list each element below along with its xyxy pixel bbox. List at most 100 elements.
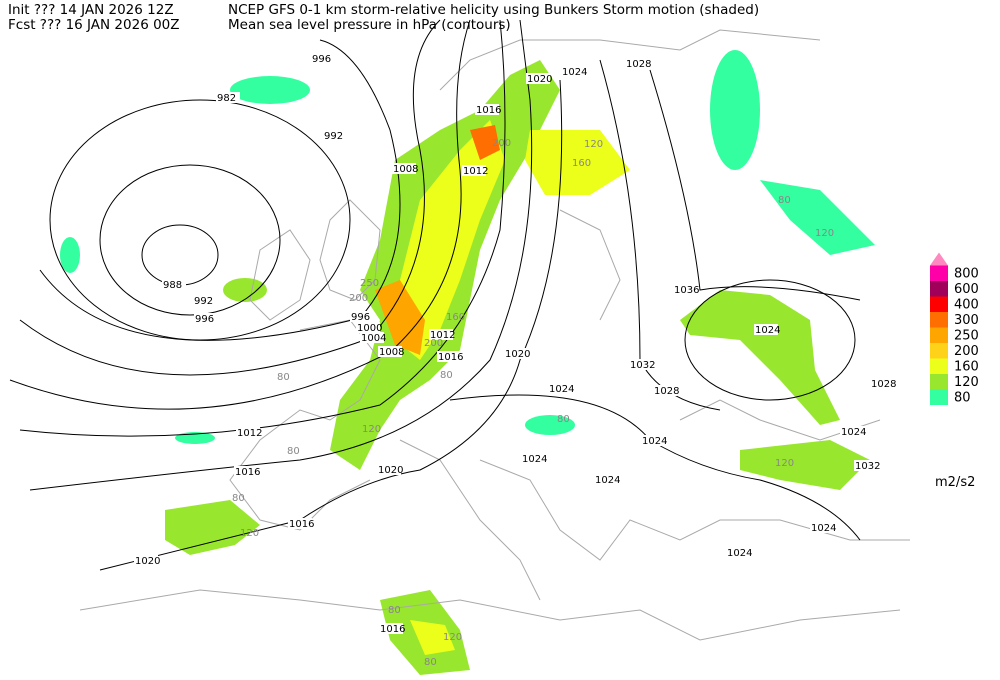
legend-swatch xyxy=(930,343,948,359)
shade-region xyxy=(525,415,575,435)
legend-label: 200 xyxy=(954,344,979,359)
shade-label: 200 xyxy=(424,338,443,349)
contour-label: 1016 xyxy=(380,624,405,635)
contour-label-bg xyxy=(462,165,486,176)
helicity-shading xyxy=(60,50,875,675)
coastline xyxy=(559,209,621,321)
shade-label: 120 xyxy=(362,424,381,435)
isobar xyxy=(19,19,441,376)
legend-swatch xyxy=(930,374,948,390)
map-subtitle: Mean sea level pressure in hPa (contours… xyxy=(228,17,511,33)
shade-region xyxy=(680,290,840,425)
shade-label: 120 xyxy=(775,458,794,469)
shade-region xyxy=(223,278,267,302)
legend-swatch xyxy=(930,327,948,343)
contour-label: 1012 xyxy=(237,428,262,439)
shade-region xyxy=(375,280,425,355)
contour-label: 1024 xyxy=(755,325,780,336)
contour-label: 996 xyxy=(351,312,370,323)
contour-label-bg xyxy=(625,58,649,69)
contour-label: 1024 xyxy=(841,427,866,438)
contour-label-bg xyxy=(653,385,677,396)
legend-swatch xyxy=(930,389,948,405)
contour-label: 992 xyxy=(324,131,343,142)
shade-label: 80 xyxy=(277,372,290,383)
contour-label: 1024 xyxy=(549,384,574,395)
contour-label-bg xyxy=(288,518,312,529)
isobar xyxy=(99,79,563,571)
shade-region xyxy=(710,50,760,170)
legend-label: 400 xyxy=(954,298,979,313)
contour-label: 1024 xyxy=(522,454,547,465)
shade-region xyxy=(525,130,630,195)
contour-label: 1016 xyxy=(438,352,463,363)
isobar xyxy=(19,19,506,437)
contour-label-bg xyxy=(356,322,380,333)
shade-label: 120 xyxy=(815,228,834,239)
contour-label: 1020 xyxy=(378,465,403,476)
contour-label: 1004 xyxy=(361,333,386,344)
shade-label: 80 xyxy=(424,657,437,668)
contour-label-bg xyxy=(854,460,878,471)
isobars xyxy=(9,19,861,571)
isobar xyxy=(649,69,861,301)
shade-region xyxy=(60,237,80,273)
shade-label: 160 xyxy=(446,312,465,323)
contour-label: 996 xyxy=(195,314,214,325)
contour-label-bg xyxy=(475,104,499,115)
contour-label-bg xyxy=(548,383,572,394)
contour-label: 1016 xyxy=(289,519,314,530)
contour-label: 1024 xyxy=(727,548,752,559)
shade-label: 80 xyxy=(287,446,300,457)
contour-label-bg xyxy=(378,346,402,357)
contour-label: 1008 xyxy=(379,347,404,358)
shade-label: 80 xyxy=(557,414,570,425)
contour-label: 1012 xyxy=(463,166,488,177)
shade-label: 120 xyxy=(584,139,603,150)
shade-label: 120 xyxy=(240,528,259,539)
contour-label: 1008 xyxy=(393,164,418,175)
shade-label: 160 xyxy=(572,158,591,169)
contour-label-bg xyxy=(234,466,258,477)
contour-label-bg xyxy=(594,474,618,485)
contour-label: 1028 xyxy=(871,379,896,390)
legend-label: 800 xyxy=(954,267,979,282)
legend-label: 160 xyxy=(954,360,979,375)
shade-region xyxy=(230,76,310,104)
shade-label: 200 xyxy=(492,138,511,149)
contour-label: 982 xyxy=(217,93,236,104)
contour-label-bg xyxy=(323,130,347,141)
contour-label-bg xyxy=(193,295,217,306)
init-time: Init ??? 14 JAN 2026 12Z xyxy=(8,2,174,18)
shade-region xyxy=(470,125,500,160)
shade-region xyxy=(395,120,505,360)
isobar xyxy=(39,39,401,341)
contour-label-bg xyxy=(437,351,461,362)
contour-label-bg xyxy=(526,73,550,84)
contour-label-bg xyxy=(311,53,335,64)
shade-label: 80 xyxy=(232,493,245,504)
contour-label: 1000 xyxy=(357,323,382,334)
legend-label: 600 xyxy=(954,282,979,297)
contour-label: 1032 xyxy=(855,461,880,472)
legend-label: 80 xyxy=(954,391,971,406)
contour-label: 1012 xyxy=(430,330,455,341)
isobar xyxy=(449,394,861,541)
contour-label-bg xyxy=(521,453,545,464)
contour-label: 988 xyxy=(163,280,182,291)
isobar xyxy=(9,19,471,410)
shade-region xyxy=(760,180,875,255)
legend-swatch xyxy=(930,281,948,297)
contour-label-bg xyxy=(726,547,750,558)
contour-label-bg xyxy=(379,623,403,634)
contour-label: 1028 xyxy=(626,59,651,70)
contour-label-bg xyxy=(350,311,374,322)
contour-label: 1020 xyxy=(505,349,530,360)
contour-label-bg xyxy=(377,464,401,475)
contour-label: 1020 xyxy=(527,74,552,85)
contour-label-bg xyxy=(194,313,218,324)
contour-label-bg xyxy=(134,555,158,566)
